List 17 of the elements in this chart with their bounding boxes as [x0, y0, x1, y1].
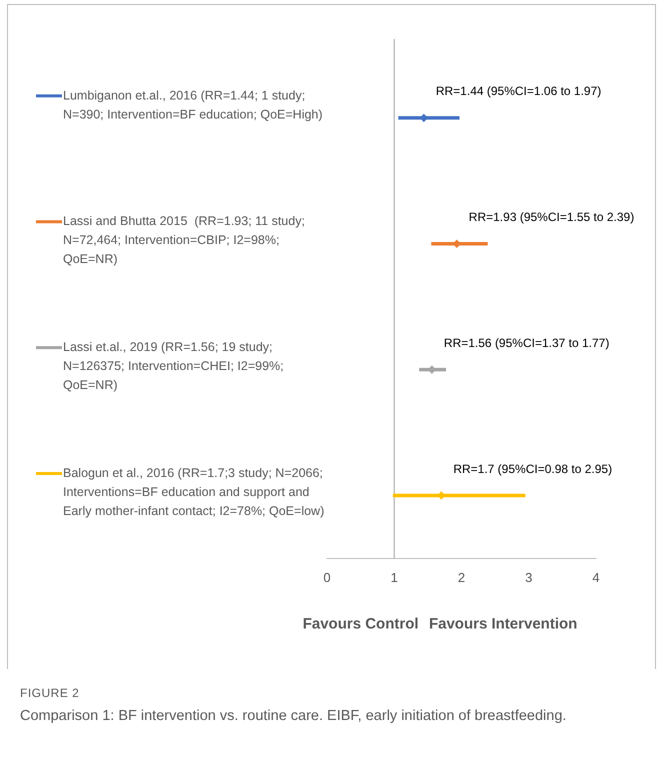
legend-label: Lumbiganon et.al., 2016 (RR=1.44; 1 study; N=390; Intervention=BF education; QoE=High)	[63, 88, 323, 122]
legend-label: Lassi et.al., 2019 (RR=1.56; 19 study; N=126375; Intervention=CHEI; I2=99%; QoE=NR)	[63, 340, 284, 392]
data-label: RR=1.44 (95%CI=1.06 to 1.97)	[436, 84, 602, 98]
data-label: RR=1.56 (95%CI=1.37 to 1.77)	[444, 336, 610, 350]
legend-label: Lassi and Bhutta 2015 (RR=1.93; 11 study; N=72,464; Intervention=CBIP; I2=98%; QoE=NR)	[63, 214, 305, 266]
text: Favours Intervention	[428, 616, 578, 633]
x-tick-label: 3	[525, 570, 532, 585]
text: Comparison 1: BF intervention vs. routine care. EIBF, early initiation of breastfeeding.	[20, 707, 568, 726]
caption: FIGURE 2	[20, 686, 80, 700]
legend-label: Balogun et al., 2016 (RR=1.7;3 study; N=2066; Interventions=BF education and support and Early mother-infant contact; I2=78%; QoE=low)	[63, 466, 324, 518]
x-tick-label: 4	[592, 570, 600, 585]
data-label: RR=1.93 (95%CI=1.55 to 2.39)	[468, 210, 634, 224]
x-tick-label: 2	[458, 570, 466, 585]
x-tick-label: 1	[390, 570, 398, 585]
text: Favours Control	[302, 616, 419, 633]
data-label: RR=1.7 (95%CI=0.98 to 2.95)	[453, 462, 612, 476]
x-tick-label: 0	[323, 570, 331, 585]
